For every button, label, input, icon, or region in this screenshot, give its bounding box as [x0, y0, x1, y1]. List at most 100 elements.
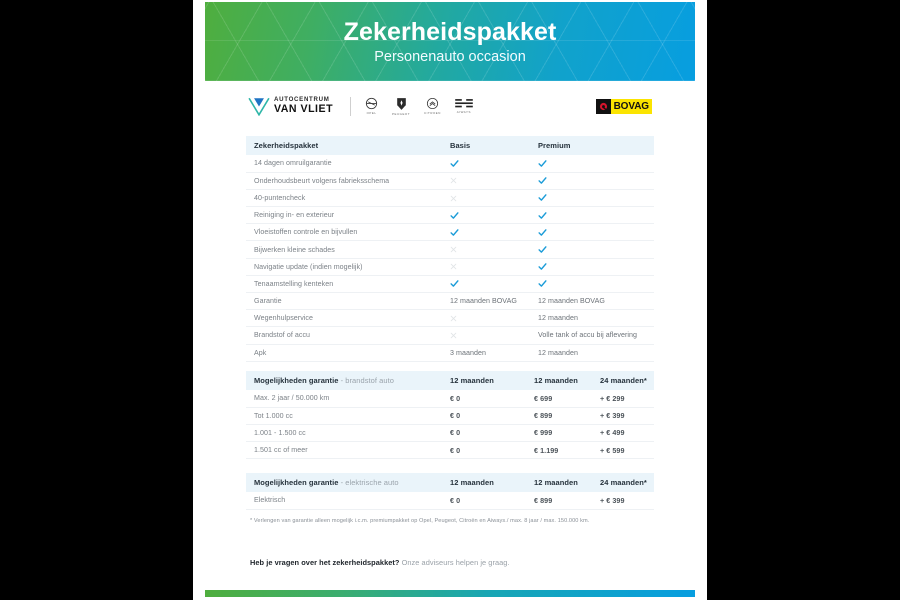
cell-basis [442, 258, 530, 276]
cell-basis [442, 155, 530, 173]
cell-price-2: € 699 [526, 390, 592, 408]
column-header-title: Mogelijkheden garantie - brandstof auto [246, 371, 442, 390]
cell-basis [442, 309, 530, 328]
check-icon [538, 246, 547, 253]
cell-feature-label: Navigatie update (indien mogelijk) [246, 258, 442, 276]
cell-price-2: € 899 [526, 492, 592, 510]
table-row: Brandstof of accu Volle tank of accu bij … [246, 326, 654, 345]
opel-logo-icon [365, 97, 378, 110]
header-subtitle: - brandstof auto [338, 376, 394, 385]
cross-icon [450, 332, 457, 339]
check-icon [450, 160, 459, 167]
column-header-feature: Zekerheidspakket [246, 136, 442, 155]
table-row: Wegenhulpservice 12 maanden [246, 309, 654, 328]
cta-line: Heb je vragen over het zekerheidspakket?… [250, 558, 654, 567]
brand-aiways: AIWAYS [455, 98, 473, 114]
cell-category-label: Tot 1.000 cc [246, 407, 442, 425]
table-row: 1.001 - 1.500 cc € 0 € 999 + € 499 [246, 424, 654, 443]
table-row: Reiniging in- en exterieur [246, 206, 654, 225]
cross-icon [450, 315, 457, 322]
cell-price-3: + € 499 [592, 424, 654, 443]
cell-basis: 12 maanden BOVAG [442, 292, 530, 311]
cell-basis [442, 206, 530, 225]
dealer-name-top: AUTOCENTRUM [274, 96, 330, 104]
check-icon [538, 160, 547, 167]
column-header-basis: Basis [442, 136, 530, 155]
brand-citroen: CITROEN [424, 97, 441, 115]
header-title: Mogelijkheden garantie [254, 376, 339, 385]
table-zekerheidspakket: Zekerheidspakket Basis Premium 14 dagen … [246, 136, 654, 362]
table-row: Tot 1.000 cc € 0 € 899 + € 399 [246, 407, 654, 425]
cell-feature-label: Vloeistoffen controle en bijvullen [246, 223, 442, 242]
cell-premium [530, 155, 654, 173]
cell-feature-label: Brandstof of accu [246, 326, 442, 345]
cross-icon [450, 264, 457, 270]
cell-premium [530, 223, 654, 242]
cell-basis [442, 275, 530, 294]
table-row: Elektrisch € 0 € 899 + € 399 [246, 492, 654, 510]
cell-basis [442, 223, 530, 242]
cross-icon [450, 195, 457, 201]
column-header-term-3: 24 maanden* [592, 473, 654, 492]
dealer-name-bottom: VAN VLIET [274, 103, 334, 116]
cell-category-label: 1.501 cc of meer [246, 441, 442, 460]
aiways-logo-icon [455, 99, 473, 108]
column-header-term-1: 12 maanden [442, 371, 526, 390]
cell-feature-label: Reiniging in- en exterieur [246, 206, 442, 225]
cell-basis [442, 189, 530, 208]
check-icon [450, 229, 459, 236]
van-vliet-mark-icon [248, 97, 270, 116]
page-title: Zekerheidspakket [343, 18, 557, 46]
table-row: Navigatie update (indien mogelijk) [246, 258, 654, 276]
column-header-premium: Premium [530, 136, 654, 155]
column-header-term-1: 12 maanden [442, 473, 526, 492]
bovag-label: BOVAG [610, 98, 652, 114]
column-header-term-2: 12 maanden [526, 473, 592, 492]
table-row: Apk 3 maanden 12 maanden [246, 344, 654, 362]
header-banner: Zekerheidspakket Personenauto occasion [205, 2, 695, 81]
cell-premium [530, 189, 654, 208]
cell-premium [530, 258, 654, 276]
check-icon [538, 211, 547, 219]
cell-price-1: € 0 [442, 424, 526, 443]
cell-feature-label: Tenaamstelling kenteken [246, 275, 442, 294]
cell-price-1: € 0 [442, 390, 526, 408]
logo-divider [350, 96, 352, 116]
header-title: Mogelijkheden garantie [254, 478, 339, 487]
cross-icon [450, 246, 457, 253]
cell-price-3: + € 599 [592, 441, 654, 460]
column-header-term-2: 12 maanden [526, 371, 592, 390]
table-row: Onderhoudsbeurt volgens fabrieksschema [246, 172, 654, 190]
cell-premium: Volle tank of accu bij aflevering [530, 326, 654, 345]
brand-opel: OPEL [365, 97, 378, 115]
cell-basis [442, 326, 530, 345]
check-icon [450, 211, 459, 219]
bovag-logo: BOVAG [595, 98, 652, 114]
table-row: Garantie 12 maanden BOVAG 12 maanden BOVAG [246, 292, 654, 311]
cell-price-2: € 899 [526, 407, 592, 425]
cta-answer: Onze adviseurs helpen je graag. [401, 558, 510, 567]
cell-premium: 12 maanden BOVAG [530, 292, 654, 311]
cell-category-label: 1.001 - 1.500 cc [246, 424, 442, 443]
cell-price-2: € 1.199 [526, 441, 592, 460]
citroen-logo-icon [426, 97, 439, 110]
page-subtitle: Personenauto occasion [374, 49, 526, 65]
cell-feature-label: Onderhoudsbeurt volgens fabrieksschema [246, 172, 442, 190]
check-icon [538, 263, 547, 271]
table-row: 14 dagen omruilgarantie [246, 155, 654, 173]
brand-caption: AIWAYS [456, 110, 471, 114]
brand-logos: OPEL PEUGEOT CITROEN [365, 97, 473, 116]
check-icon [538, 194, 547, 202]
cell-feature-label: Apk [246, 344, 442, 362]
cell-feature-label: Bijwerken kleine schades [246, 240, 442, 259]
cell-basis [442, 240, 530, 259]
footer-bar [205, 590, 695, 597]
cell-price-2: € 999 [526, 424, 592, 443]
check-icon [450, 280, 459, 288]
table-row: Max. 2 jaar / 50.000 km € 0 € 699 + € 299 [246, 390, 654, 408]
cell-premium [530, 172, 654, 190]
table-row: Vloeistoffen controle en bijvullen [246, 223, 654, 242]
cell-feature-label: 40-puntencheck [246, 189, 442, 208]
cell-category-label: Max. 2 jaar / 50.000 km [246, 390, 442, 408]
